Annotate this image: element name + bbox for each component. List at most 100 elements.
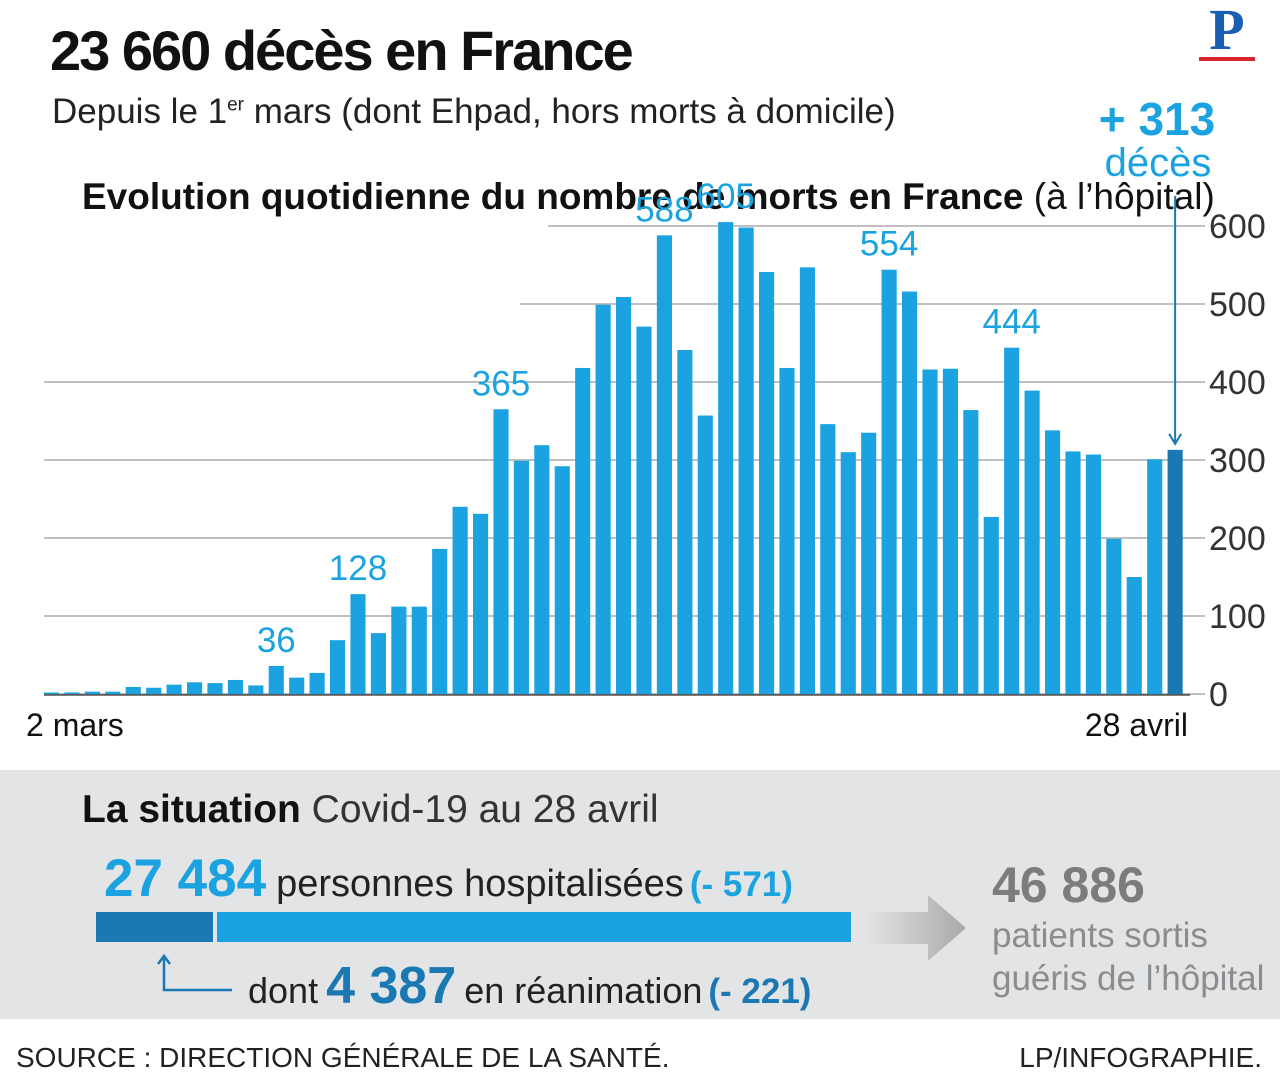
hospitalized-value: 27 484 (104, 849, 267, 908)
bar-day-31 (656, 235, 672, 695)
bar-day-13 (289, 677, 305, 694)
value-label-605: 605 (696, 177, 754, 216)
bar-day-36 (759, 272, 775, 694)
bar-day-39 (820, 424, 836, 694)
icu-line: dont 4 387 en réanimation (- 221) (248, 956, 811, 1016)
bar-day-5 (125, 686, 141, 694)
value-label-36: 36 (257, 621, 296, 660)
bar-day-19 (411, 606, 427, 694)
credit-note: LP/INFOGRAPHIE. (1019, 1042, 1262, 1073)
bar-day-27 (575, 367, 591, 694)
bar-day-51 (1065, 451, 1081, 694)
bar-day-48 (1004, 347, 1020, 694)
bar-day-6 (146, 687, 162, 694)
bar-day-45 (942, 368, 958, 694)
hospitalized-label: personnes hospitalisées (276, 863, 684, 905)
situation-panel (0, 770, 1280, 1019)
bar-day-43 (902, 291, 918, 694)
bar-day-18 (391, 606, 407, 694)
icu-label: en réanimation (464, 970, 703, 1011)
chart-heading-bold: Evolution quotidienne du nombre de morts… (82, 176, 1024, 217)
situation-title-rest: Covid-19 au 28 avril (300, 788, 659, 831)
arrow-right-icon (866, 895, 966, 961)
y-tick-400: 400 (1209, 364, 1266, 402)
bar-day-16 (350, 594, 366, 694)
bar-day-21 (452, 506, 468, 694)
y-tick-500: 500 (1209, 286, 1266, 324)
bar-day-17 (370, 633, 386, 694)
value-label-365: 365 (472, 364, 530, 403)
bar-day-20 (432, 548, 448, 694)
bar-day-35 (738, 227, 754, 694)
bar-day-56 (1167, 449, 1183, 694)
bar-day-34 (718, 222, 734, 694)
bar-day-38 (799, 267, 815, 694)
subtitle-end: mars (dont Ehpad, hors morts à domicile) (244, 92, 896, 131)
bar-day-23 (493, 409, 509, 694)
bar-day-42 (881, 269, 897, 694)
chart-heading-text: Evolution quotidienne du nombre de morts… (82, 176, 1024, 217)
y-tick-0: 0 (1209, 676, 1228, 714)
bar-day-28 (595, 304, 611, 694)
situation-title-bold: La situation (82, 788, 301, 831)
subtitle-superscript: er (227, 94, 245, 116)
bar-day-24 (513, 460, 529, 694)
icu-bar-segment (96, 912, 213, 942)
y-tick-600: 600 (1209, 208, 1266, 246)
y-tick-100: 100 (1209, 598, 1266, 636)
bar-day-4 (105, 691, 121, 694)
bar-day-53 (1106, 538, 1122, 694)
hospitalized-bar-segment (217, 912, 851, 942)
bar-day-37 (779, 367, 795, 694)
subtitle: Depuis le 1er mars (dont Ehpad, hors mor… (52, 92, 896, 132)
y-tick-300: 300 (1209, 442, 1266, 480)
latest-deaths-unit: décès (1104, 141, 1212, 185)
bar-day-33 (697, 415, 713, 694)
bar-day-40 (840, 452, 856, 694)
bar-day-50 (1045, 430, 1061, 694)
bar-day-54 (1126, 577, 1142, 694)
source-note: SOURCE : DIRECTION GÉNÉRALE DE LA SANTÉ. (16, 1042, 670, 1073)
bar-day-10 (227, 679, 243, 694)
le-parisien-logo: P (1197, 3, 1257, 65)
subtitle-start: Depuis le 1 (52, 92, 228, 131)
bar-day-29 (616, 296, 632, 694)
bar-day-47 (983, 516, 999, 694)
bar-day-3 (84, 691, 100, 694)
bar-day-52 (1085, 454, 1101, 694)
bar-day-15 (330, 640, 346, 694)
bar-day-46 (963, 410, 979, 694)
bracket-arrow-icon (157, 953, 232, 992)
x-label-end: 28 avril (1085, 707, 1188, 743)
icu-change: (- 221) (708, 972, 812, 1011)
bar-day-49 (1024, 390, 1040, 694)
bar-day-1 (44, 692, 60, 694)
page-title: 23 660 décès en France (50, 19, 634, 82)
bar-day-44 (922, 369, 938, 694)
bar-day-26 (554, 466, 570, 694)
bar-day-41 (861, 432, 877, 694)
bar-day-32 (677, 350, 693, 694)
bar-day-2 (64, 692, 80, 694)
bar-day-25 (534, 445, 550, 694)
x-label-start: 2 mars (26, 707, 124, 743)
y-tick-200: 200 (1209, 520, 1266, 558)
icu-prefix: dont (248, 970, 319, 1011)
icu-value: 4 387 (326, 957, 457, 1015)
value-label-588: 588 (635, 190, 693, 229)
chart-heading: Evolution quotidienne du nombre de morts… (82, 172, 1215, 222)
bar-day-12 (268, 665, 284, 694)
daily-deaths-bar-chart: 0 100 200 300 400 500 600 36 128 365 588 605 554 444 2… (26, 177, 1266, 743)
value-label-128: 128 (329, 549, 387, 588)
value-label-444: 444 (982, 303, 1040, 342)
latest-pointer-arrow-icon (1168, 433, 1182, 446)
bar-day-22 (473, 513, 489, 694)
hospitalized-line: 27 484 personnes hospitalisées (- 571) (104, 848, 793, 909)
hospitalized-change: (- 571) (689, 865, 793, 904)
bar-day-7 (166, 684, 182, 694)
recovered-label: patients sortis guéris de l’hôpital (992, 916, 1265, 998)
bar-day-14 (309, 672, 325, 694)
bar-day-8 (187, 682, 203, 694)
situation-title: La situation Covid-19 au 28 avril (82, 788, 659, 832)
bar-day-30 (636, 326, 652, 694)
